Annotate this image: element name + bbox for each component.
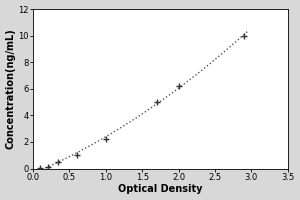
Y-axis label: Concentration(ng/mL): Concentration(ng/mL) — [6, 28, 16, 149]
X-axis label: Optical Density: Optical Density — [118, 184, 203, 194]
